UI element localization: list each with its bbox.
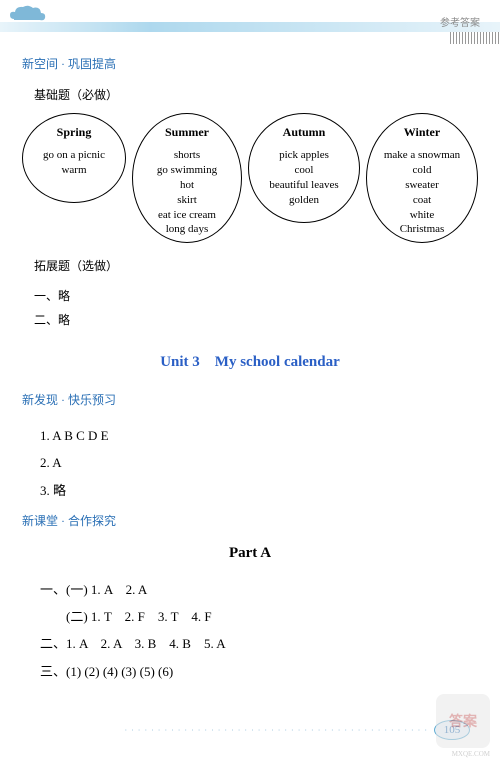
oval-item: shorts [174,148,200,163]
oval-item: cool [295,163,314,178]
expand-questions-label: 拓展题（选做） [34,257,478,274]
oval-winter: Winter make a snowman cold sweater coat … [366,113,478,243]
section-explore-title: 新课堂 · 合作探究 [22,512,478,529]
header-gradient-bar [0,22,500,32]
basic-questions-label: 基础题（必做） [34,86,478,103]
watermark-url: MXQE.COM [436,750,490,758]
section-consolidate-title: 新空间 · 巩固提高 [22,55,478,72]
page-number-area: · · · · · · · · · · · · · · · · · · · · … [124,720,470,740]
part-a-title: Part A [22,545,478,562]
header-label: 参考答案 [440,14,480,29]
page-content: 新空间 · 巩固提高 基础题（必做） Spring go on a picnic… [22,55,478,685]
answer-line: 三、(1) (2) (4) (3) (5) (6) [40,658,478,685]
oval-item: skirt [177,193,197,208]
oval-item: beautiful leaves [269,178,338,193]
oval-item: Christmas [400,222,445,237]
oval-spring: Spring go on a picnic warm [22,113,126,203]
seasons-ovals-row: Spring go on a picnic warm Summer shorts… [22,113,478,243]
watermark-badge: 答案 [436,694,490,748]
oval-item: pick apples [279,148,329,163]
watermark: 答案 MXQE.COM [436,694,490,758]
oval-item: white [410,208,434,223]
answer-line: 1. A B C D E [40,422,478,449]
watermark-text: 答案 [449,711,477,731]
answer-line: 2. A [40,449,478,476]
explore-answers: 一、(一) 1. A 2. A (二) 1. T 2. F 3. T 4. F … [40,576,478,685]
oval-item: cold [413,163,432,178]
oval-autumn: Autumn pick apples cool beautiful leaves… [248,113,360,223]
oval-title: Winter [404,124,440,140]
header-ruler-ticks [450,32,500,44]
unit-title: Unit 3 My school calendar [22,350,478,371]
oval-item: golden [289,193,319,208]
oval-item: coat [413,193,431,208]
preview-answers: 1. A B C D E 2. A 3. 略 [40,422,478,504]
answer-line: 二、1. A 2. A 3. B 4. B 5. A [40,630,478,657]
section-preview-title: 新发现 · 快乐预习 [22,391,478,408]
answer-line: 3. 略 [40,477,478,504]
answer-line: 一、(一) 1. A 2. A [40,576,478,603]
answer-line: (二) 1. T 2. F 3. T 4. F [40,603,478,630]
oval-item: go on a picnic [43,148,105,163]
oval-title: Summer [165,124,209,140]
oval-item: eat ice cream [158,208,216,223]
oval-item: hot [180,178,194,193]
expand-line: 二、略 [34,308,478,332]
oval-item: go swimming [157,163,217,178]
oval-title: Spring [57,124,92,140]
oval-title: Autumn [283,124,326,140]
page-dots: · · · · · · · · · · · · · · · · · · · · … [124,726,428,735]
oval-item: sweater [405,178,439,193]
oval-item: make a snowman [384,148,460,163]
expand-answers: 一、略 二、略 [34,284,478,332]
cloud-icon [8,4,48,24]
oval-item: long days [166,222,208,237]
oval-summer: Summer shorts go swimming hot skirt eat … [132,113,242,243]
expand-line: 一、略 [34,284,478,308]
oval-item: warm [61,163,86,178]
